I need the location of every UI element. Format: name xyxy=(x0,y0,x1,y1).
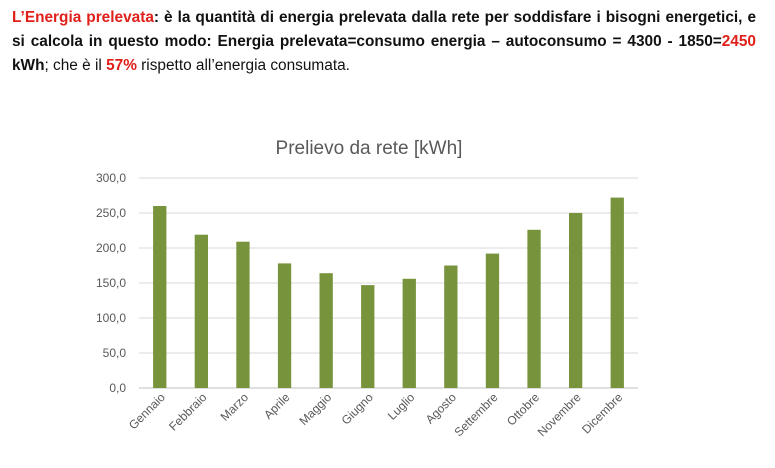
formula-text: : è la quantità di energia prelevata dal… xyxy=(12,9,756,50)
y-tick-label: 200,0 xyxy=(96,241,126,255)
bar-novembre xyxy=(569,213,583,388)
description-paragraph: L’Energia prelevata: è la quantità di en… xyxy=(12,6,756,78)
y-tick-label: 150,0 xyxy=(96,276,126,290)
y-tick-label: 50,0 xyxy=(103,346,127,360)
bar-ottobre xyxy=(527,229,541,388)
chart-title: Prelievo da rete [kWh] xyxy=(276,138,463,159)
x-tick-label: Settembre xyxy=(452,390,501,439)
bar-febbraio xyxy=(194,234,208,388)
x-tick-label: Aprile xyxy=(261,390,293,422)
percent-intro: ; che è il xyxy=(44,57,107,74)
bars xyxy=(153,197,624,388)
bar-aprile xyxy=(277,263,292,388)
gridlines xyxy=(139,177,638,389)
x-tick-label: Novembre xyxy=(535,390,584,439)
x-tick-label: Maggio xyxy=(297,390,335,428)
percent-outro: rispetto all’energia consumata. xyxy=(136,57,350,74)
bar-maggio xyxy=(319,273,333,388)
y-tick-label: 0,0 xyxy=(109,381,126,395)
percent-value: 57% xyxy=(106,57,137,74)
y-axis-ticks: 0,0 50,0 100,0 150,0 200,0 250,0 300,0 xyxy=(96,171,126,395)
bar-giugno xyxy=(361,285,375,388)
x-tick-label: Dicembre xyxy=(579,390,625,436)
bar-agosto xyxy=(444,265,458,388)
result-unit: kWh xyxy=(12,57,45,74)
x-tick-label: Agosto xyxy=(423,390,460,427)
bar-dicembre xyxy=(610,197,624,388)
result-value: 2450 xyxy=(721,33,756,50)
bar-marzo xyxy=(236,241,250,388)
bar-gennaio xyxy=(153,206,167,388)
y-tick-label: 100,0 xyxy=(96,311,126,325)
x-tick-label: Marzo xyxy=(218,390,252,424)
x-tick-label: Giugno xyxy=(339,390,376,427)
x-tick-label: Gennaio xyxy=(126,390,168,432)
x-tick-label: Ottobre xyxy=(504,390,542,428)
bar-luglio xyxy=(402,278,416,388)
x-tick-label: Luglio xyxy=(385,390,418,423)
y-tick-label: 250,0 xyxy=(96,206,126,220)
term-label: L’Energia prelevata xyxy=(12,9,154,26)
x-tick-label: Febbraio xyxy=(166,390,210,434)
bar-settembre xyxy=(485,253,500,388)
y-tick-label: 300,0 xyxy=(96,171,126,185)
bar-chart: Prelievo da rete [kWh] 0,0 50,0 100,0 150,0… xyxy=(96,138,638,439)
